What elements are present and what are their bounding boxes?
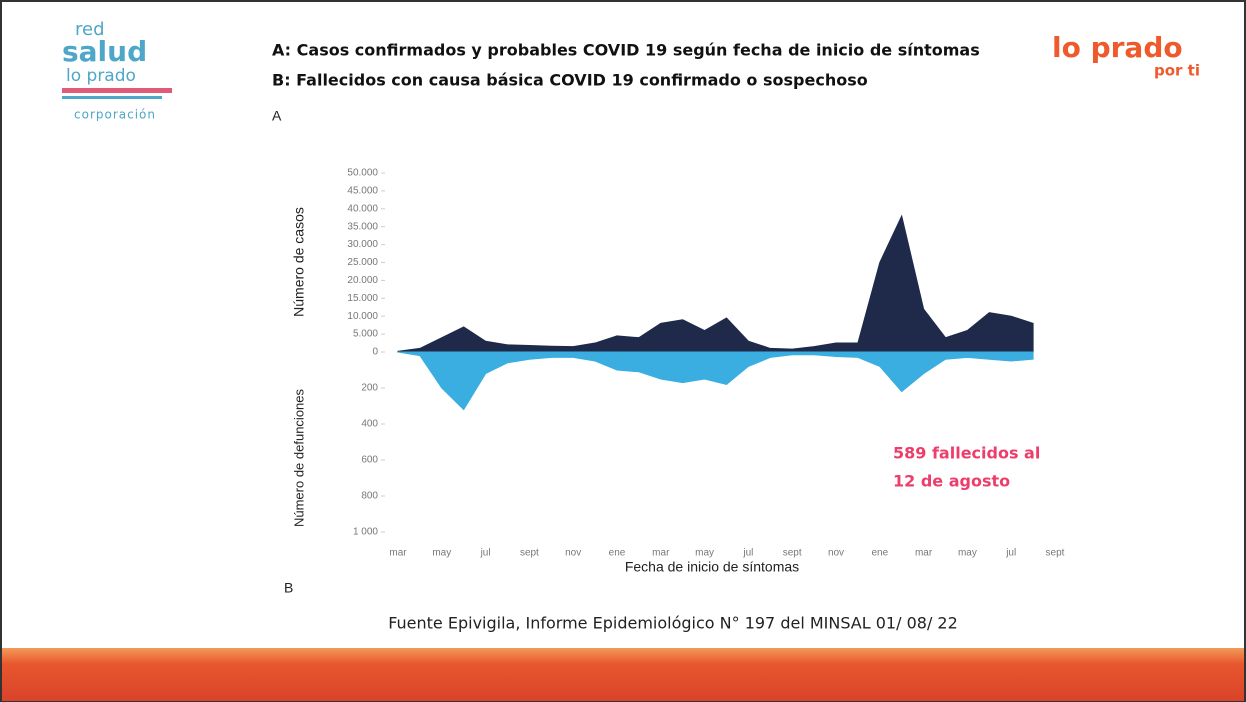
logo-left: red <box>75 19 105 40</box>
x-tick-label: mar <box>915 548 933 559</box>
logo-left: salud <box>62 35 147 68</box>
y2-tick-label: 600 <box>361 455 378 466</box>
x-tick-label: ene <box>871 548 888 559</box>
y-tick-label: 25.000 <box>347 257 378 268</box>
y2-tick-label: 1 000 <box>353 527 378 538</box>
x-tick-label: jul <box>480 548 491 559</box>
area <box>397 214 1034 353</box>
y-tick-label: 45.000 <box>347 186 378 197</box>
source: Fuente Epivigila, Informe Epidemiológico… <box>388 614 958 633</box>
panel-label: A <box>272 108 282 124</box>
y2-tick-label: 200 <box>361 383 378 394</box>
area <box>397 351 1034 411</box>
x-tick-label: nov <box>565 548 581 559</box>
annotation: 12 de agosto <box>893 472 1010 491</box>
footer-band <box>2 648 1244 701</box>
x-tick-label: jul <box>1005 548 1016 559</box>
x-tick-label: sept <box>1046 548 1065 559</box>
logo-stripe <box>62 96 162 99</box>
y-tick-label: 50.000 <box>347 168 378 179</box>
y2-tick-label: 400 <box>361 419 378 430</box>
logo-left: corporación <box>74 108 156 122</box>
y-tick-label: 30.000 <box>347 239 378 250</box>
x-tick-label: may <box>695 548 714 559</box>
y-tick-label: 35.000 <box>347 221 378 232</box>
logo-right: por ti <box>1154 62 1200 80</box>
logo-left: lo prado <box>66 66 136 86</box>
y-tick-label: 10.000 <box>347 311 378 322</box>
y-axis-label: Número de casos <box>291 207 307 317</box>
y-tick-label: 0 <box>372 347 378 358</box>
x-tick-label: may <box>958 548 977 559</box>
x-tick-label: ene <box>609 548 626 559</box>
x-axis-label: Fecha de inicio de síntomas <box>625 559 799 575</box>
y-tick-label: 5.000 <box>353 329 378 340</box>
x-tick-label: may <box>432 548 451 559</box>
panel-label: B <box>284 580 293 596</box>
x-tick-label: sept <box>520 548 539 559</box>
logo-stripe <box>62 88 172 93</box>
logo-right: lo prado <box>1052 31 1183 64</box>
annotation: 589 fallecidos al <box>893 444 1040 463</box>
x-tick-label: nov <box>828 548 844 559</box>
title-line: A: Casos confirmados y probables COVID 1… <box>272 41 980 60</box>
y2-axis-label: Número de defunciones <box>291 388 306 527</box>
x-tick-label: mar <box>652 548 670 559</box>
y-tick-label: 40.000 <box>347 203 378 214</box>
y-tick-label: 15.000 <box>347 293 378 304</box>
y-tick-label: 20.000 <box>347 275 378 286</box>
x-tick-label: jul <box>742 548 753 559</box>
x-tick-label: mar <box>389 548 407 559</box>
x-tick-label: sept <box>783 548 802 559</box>
y2-tick-label: 800 <box>361 491 378 502</box>
title-line: B: Fallecidos con causa básica COVID 19 … <box>272 71 868 90</box>
